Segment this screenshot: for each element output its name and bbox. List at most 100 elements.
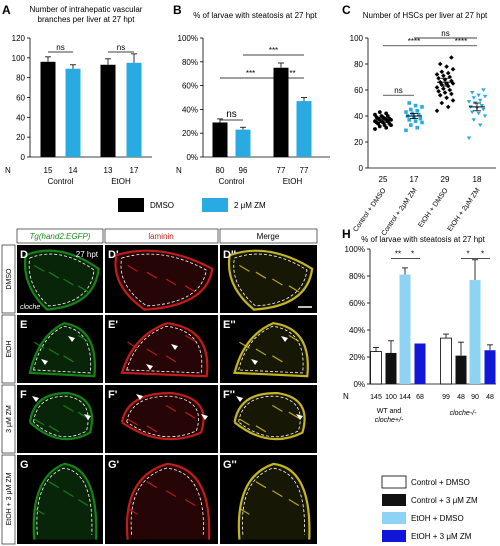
micrograph-panel-label: G' [108,459,120,471]
micrograph-tissue [23,249,100,311]
panel-a-sig-bracket-label: ns [56,43,64,52]
panel-b-group-label: Control [219,177,245,186]
micrograph-vessel [63,355,74,363]
micrograph-tissue [114,249,214,311]
panel-b-bar [273,67,289,157]
micrograph-panel-label: G [20,459,29,471]
micrograph-vessel [63,490,74,498]
panel-a-bar [40,61,56,157]
micrograph-vessel [48,348,60,356]
arrowhead-icon [84,414,91,420]
micrograph-vessel [184,498,196,507]
micrograph-panel-label: E'' [223,319,236,331]
panel-a-title-line1: Number of intrahepatic vascular [30,5,143,14]
panel-c-point [482,114,488,118]
panel-c-point [450,66,456,72]
panel-c-point [373,112,377,117]
col-header-merge: Merge [257,232,280,241]
top-legend: DMSO 2 μM ZM [118,198,266,212]
legend-swatch-dmso [118,198,144,212]
panel-c-n-value: 25 [379,175,388,184]
panel-c-n-value: 17 [410,175,419,184]
panel-h-group1-label-line1: WT and [377,408,401,415]
panel-h-n-value: 144 [399,394,411,401]
panel-h-n-value: 68 [416,394,424,401]
panel-b-sig-bracket-label: *** [269,46,278,55]
panel-c-point [449,91,454,97]
row-label-zm: 3 μM ZM [6,405,13,433]
micrograph-liver-outline [36,467,93,535]
micrograph-vessel [239,341,250,349]
row-label-box-1 [1,244,16,314]
micrograph-panel-label: D'' [223,249,237,261]
panel-h-n-value: 145 [370,394,382,401]
micrograph-panel-label: D' [108,249,119,261]
panel-c-point [434,108,440,114]
panel-c-point [476,111,481,116]
panel-h-legend-label: Control + DMSO [411,478,470,487]
micrograph-vessel [146,481,158,489]
panel-c-plot: 0 20 40 60 80 100 25 Control + DMSO 17 Control + … [350,29,496,237]
micrograph-vessel [288,285,300,293]
panel-a-ytick-label: 120 [12,34,26,43]
panel-h-bar [484,350,496,384]
panel-h: H % of larvae with steatosis at 27 hpt 0… [342,227,496,424]
panel-a-ytick-label: 80 [16,74,25,83]
micrograph-vessel [255,425,267,433]
micrograph-vessel [146,425,158,433]
micrograph-vessel [239,507,250,515]
panel-b-bar [296,101,312,157]
panel-c-point [409,107,413,112]
panel-c-point [445,104,451,110]
panel-c-category-label: EtOH + DMSO [417,187,449,229]
micrograph-vessel [288,411,300,419]
micrograph-vessel [288,334,300,342]
panel-b-n-value: 80 [216,166,225,175]
panel-c-point [439,100,445,106]
panel-a-group-label: Control [48,177,74,186]
micrograph-liver-outline [126,395,199,438]
panel-a-n-value: 15 [44,166,53,175]
panel-b-sig-label: ns [226,109,237,120]
micrograph-vessel [127,507,138,515]
panel-c-point [466,100,472,104]
micrograph-vessel [272,490,283,498]
panel-c-sig-bracket-label: **** [455,37,467,46]
panel-h-n-value: 100 [385,394,397,401]
micrograph-vessel [255,348,267,356]
panel-c-point [409,123,413,127]
panel-c-point [404,128,408,133]
micrograph-vessel [33,418,45,426]
panel-letter-c: C [342,3,351,17]
micrograph-vessel [184,334,196,342]
micrograph-panel-label: D [20,249,28,261]
panel-h-n-value: 90 [471,394,479,401]
panel-h-legend-label: Control + 3 μM ZM [411,496,478,505]
panel-b-ytick-label: 0% [186,153,198,162]
row-label-box-4 [1,454,16,545]
panel-b-plot: 0% 20% 40% 60% 80% 100% Control EtOH 80 96 77 77 ns *… [178,34,330,186]
col-header-box-3 [219,228,318,244]
panel-c-point [447,87,453,93]
panel-h-plot: 0%20%40%60%80%100%145 100 144 68 99 48 90 48** *… [345,245,496,401]
legend-label-dmso: DMSO [150,201,174,210]
micrograph-vessel [77,334,89,342]
micrograph-vessel [127,264,138,272]
panel-b-n-label: N [176,166,182,175]
panel-h-ytick-label: 80% [349,272,365,281]
panel-c-point [384,111,389,116]
panel-c-sig-bracket-label: ns [394,86,402,95]
panel-c-ytick-label: 20 [354,138,363,147]
arrowhead-icon [296,414,303,420]
panel-c-point [481,107,486,112]
micrograph-liver-outline [233,253,308,307]
panel-h-bar [455,355,467,384]
arrowhead-icon [171,344,178,350]
panel-h-ytick-label: 100% [345,245,365,254]
row-label-box-3 [1,384,16,454]
panel-c-point [481,88,486,92]
micrograph-panel-label: F'' [223,389,235,401]
panel-h-sig-bracket-label: ** [395,249,401,258]
panel-c-n-value: 29 [441,175,450,184]
